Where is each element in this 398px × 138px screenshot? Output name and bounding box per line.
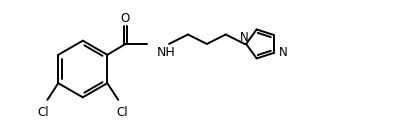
Text: NH: NH xyxy=(157,47,176,59)
Text: Cl: Cl xyxy=(117,106,129,119)
Text: N: N xyxy=(279,46,287,59)
Text: Cl: Cl xyxy=(37,106,49,119)
Text: O: O xyxy=(121,12,130,25)
Text: N: N xyxy=(240,31,249,44)
